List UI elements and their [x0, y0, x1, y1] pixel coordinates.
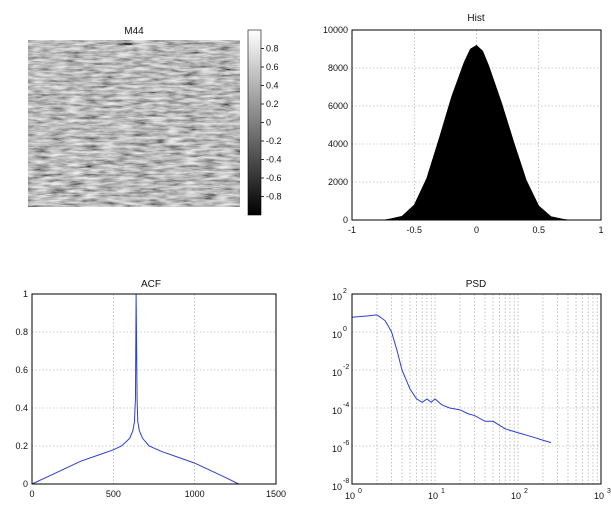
- hist-y-tick-label: 4000: [328, 139, 348, 149]
- colorbar-tick-label: -0.6: [266, 173, 282, 183]
- psd-y-tick-exponent: -2: [343, 364, 349, 371]
- colorbar-tick-label: 0.8: [266, 44, 279, 54]
- psd-x-tick-exponent: 2: [524, 488, 528, 495]
- hist-x-tick-label: -0.5: [406, 225, 422, 235]
- psd-y-tick-base: 10: [332, 292, 342, 302]
- acf-y-tick-label: 0.6: [15, 365, 28, 375]
- m44-colorbar-ticks: 0.8 0.6 0.4 0.2 0 -0.2 -0.4 -0.6 -0.8: [261, 44, 282, 202]
- psd-y-tick-exponent: -6: [343, 440, 349, 447]
- psd-y-tick-base: 10: [332, 330, 342, 340]
- colorbar-tick-label: 0: [266, 118, 271, 128]
- hist-y-tick-label: 6000: [328, 101, 348, 111]
- psd-x-tick-base: 10: [428, 491, 438, 501]
- psd-axes-box: [351, 293, 602, 485]
- acf-title: ACF: [141, 279, 161, 290]
- acf-plot-area: 0 500 1000 1500 0 0.2 0.4 0.6 0.8 1: [15, 289, 286, 499]
- hist-bars: [383, 44, 570, 221]
- acf-x-tick-label: 0: [29, 489, 34, 499]
- hist-x-tick-label: -1: [348, 225, 356, 235]
- hist-y-tick-label: 0: [343, 215, 348, 225]
- psd-y-tick-exponent: -4: [343, 402, 349, 409]
- hist-title: Hist: [467, 13, 484, 24]
- hist-y-tick-label: 2000: [328, 177, 348, 187]
- acf-axes-box: [31, 293, 277, 485]
- acf-x-tick-label: 1000: [185, 489, 205, 499]
- psd-y-tick-exponent: -8: [343, 478, 349, 485]
- m44-colorbar: [247, 29, 262, 216]
- hist-plot-area: -1 -0.5 0 0.5 1 0 2000 4000 6000 8000 10000: [323, 25, 604, 235]
- hist-x-tick-label: 0: [474, 225, 479, 235]
- colorbar-tick-label: 0.6: [266, 62, 279, 72]
- acf-x-tick-label: 1500: [266, 489, 286, 499]
- psd-x-tick-exponent: 0: [358, 488, 362, 495]
- psd-y-tick-base: 10: [332, 406, 342, 416]
- psd-y-tick-base: 10: [332, 482, 342, 492]
- psd-y-tick-exponent: 0: [343, 326, 347, 333]
- acf-y-tick-label: 1: [23, 289, 28, 299]
- m44-texture: [28, 40, 240, 207]
- panel-hist: Hist -1 -0.5 0 0.5 1 0 2000 4000 6000 8000 10000: [323, 13, 604, 235]
- acf-y-tick-label: 0.4: [15, 403, 28, 413]
- psd-y-tick-base: 10: [332, 444, 342, 454]
- psd-x-tick-exponent: 1: [441, 488, 445, 495]
- psd-x-tick-base: 10: [345, 491, 355, 501]
- psd-x-tick-exponent: 3: [607, 488, 611, 495]
- hist-y-tick-label: 10000: [323, 25, 348, 35]
- panel-acf: ACF 0 500 1000 1500 0 0.2 0.4 0.6 0.8 1: [15, 279, 286, 499]
- psd-x-tick-base: 10: [594, 491, 604, 501]
- psd-y-tick-base: 10: [332, 368, 342, 378]
- acf-y-tick-label: 0.2: [15, 441, 28, 451]
- hist-y-tick-label: 8000: [328, 63, 348, 73]
- psd-x-tick-base: 10: [511, 491, 521, 501]
- psd-title: PSD: [466, 279, 487, 290]
- acf-y-tick-label: 0.8: [15, 327, 28, 337]
- psd-series-line: [351, 314, 552, 444]
- m44-title: M44: [124, 26, 144, 37]
- psd-y-tick-exponent: 2: [343, 288, 347, 295]
- panel-m44: M44 0.8 0.6 0.4 0.2 0 -0.2 -0.4 -0.6 -0.8: [28, 26, 282, 216]
- colorbar-tick-label: -0.8: [266, 192, 282, 202]
- hist-axes-box: [351, 29, 602, 221]
- colorbar-tick-label: -0.2: [266, 136, 282, 146]
- acf-series-line: [31, 293, 239, 485]
- hist-x-tick-label: 0.5: [532, 225, 545, 235]
- colorbar-tick-label: 0.4: [266, 81, 279, 91]
- acf-y-tick-label: 0: [23, 479, 28, 489]
- colorbar-tick-label: 0.2: [266, 99, 279, 109]
- colorbar-tick-label: -0.4: [266, 155, 282, 165]
- hist-x-tick-label: 1: [598, 225, 603, 235]
- acf-x-tick-label: 500: [106, 489, 121, 499]
